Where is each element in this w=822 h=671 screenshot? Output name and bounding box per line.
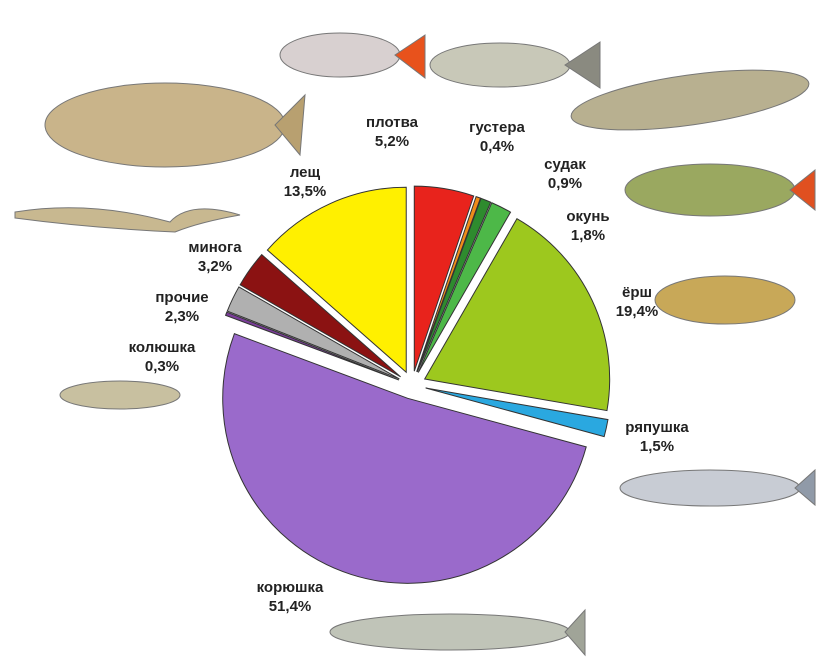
slice-value-label: 1,5% bbox=[640, 438, 674, 455]
fish-stickleback bbox=[59, 380, 181, 410]
slice-name: ряпушка bbox=[625, 419, 689, 436]
pie-slice bbox=[417, 202, 512, 373]
slice-value-label: 0,4% bbox=[480, 138, 514, 155]
slice-value-label: 1,8% bbox=[571, 227, 605, 244]
pie-slice bbox=[226, 286, 400, 380]
fish-perch bbox=[624, 163, 796, 217]
labels: плотва 5,2% густера 0,4% судак 0,9% окунь 1,8% ё… bbox=[129, 114, 690, 615]
fish-vendace bbox=[619, 469, 801, 507]
fish-zander bbox=[570, 69, 810, 131]
fish-white-bream bbox=[429, 42, 571, 88]
fish-ruffe bbox=[654, 275, 796, 325]
fish-tail bbox=[564, 41, 601, 89]
slice-value-label: 0,3% bbox=[145, 358, 179, 375]
slice-name: лещ bbox=[290, 164, 321, 181]
slice-name: окунь bbox=[566, 208, 609, 225]
slice-value-label: 0,9% bbox=[548, 175, 582, 192]
pie-slice bbox=[266, 186, 407, 374]
pie-slice bbox=[416, 197, 492, 373]
slice-value-label: 5,2% bbox=[375, 133, 409, 150]
slice-value-label: 19,4% bbox=[616, 303, 659, 320]
slice-value-label: 3,2% bbox=[198, 258, 232, 275]
pie-slice bbox=[222, 333, 587, 584]
fish-roach bbox=[279, 32, 401, 78]
fish-lamprey bbox=[14, 207, 241, 233]
slice-name: ёрш bbox=[622, 284, 652, 301]
slice-name: минога bbox=[188, 239, 242, 256]
fish-tail bbox=[564, 608, 586, 657]
pie bbox=[222, 185, 611, 584]
pie-slice bbox=[423, 218, 611, 412]
fish-smelt bbox=[329, 613, 571, 651]
slice-value-label: 2,3% bbox=[165, 308, 199, 325]
pie-slice bbox=[413, 185, 475, 372]
slice-value-label: 51,4% bbox=[269, 598, 312, 615]
fish-tail bbox=[394, 34, 426, 80]
pie-slice bbox=[239, 253, 401, 378]
slice-name: прочие bbox=[155, 289, 208, 306]
pie-slice bbox=[416, 195, 482, 372]
pie-slice bbox=[224, 311, 400, 381]
pie-slice bbox=[425, 387, 609, 438]
slice-name: корюшка bbox=[257, 579, 324, 596]
slice-name: густера bbox=[469, 119, 525, 136]
slice-value-label: 13,5% bbox=[284, 183, 327, 200]
slice-name: плотва bbox=[366, 114, 419, 131]
fish-illustrations bbox=[14, 32, 816, 657]
fish-tail bbox=[794, 468, 816, 507]
slice-name: судак bbox=[544, 156, 586, 173]
fish-tail bbox=[274, 93, 306, 157]
slice-name: колюшка bbox=[129, 339, 196, 356]
fish-bream bbox=[44, 82, 286, 168]
fish-tail bbox=[789, 168, 816, 212]
